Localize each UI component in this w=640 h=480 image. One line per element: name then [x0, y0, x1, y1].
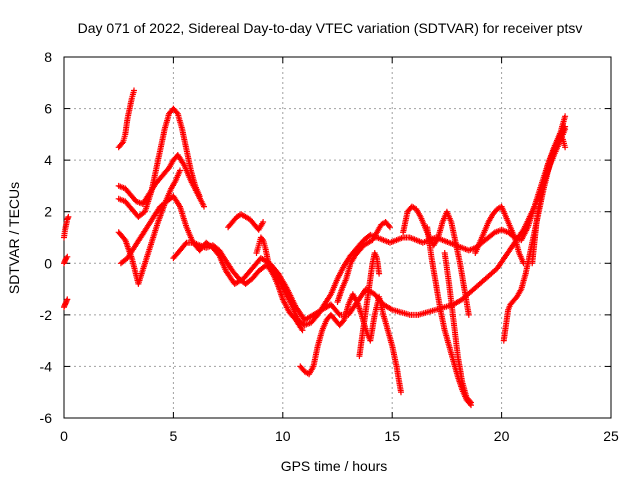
- series-markers: [356, 250, 383, 360]
- series-markers: [253, 234, 306, 334]
- x-tick-label: 20: [494, 428, 510, 444]
- series-markers: [115, 105, 203, 220]
- series-markers: [297, 291, 404, 396]
- y-tick-label: -2: [40, 307, 53, 323]
- y-tick-label: 4: [44, 152, 52, 168]
- y-tick-label: 6: [44, 101, 52, 117]
- y-tick-label: -4: [40, 358, 53, 374]
- grid-lines: [64, 57, 611, 418]
- series-markers: [334, 219, 393, 305]
- series-markers: [61, 296, 71, 311]
- y-tick-label: 0: [44, 255, 52, 271]
- series-arc-13: [334, 219, 393, 305]
- series-markers: [529, 131, 569, 267]
- series-arc-20: [529, 131, 569, 267]
- series-arc-11: [253, 234, 306, 334]
- series-arc-17: [441, 250, 474, 406]
- series-arc-16: [424, 224, 474, 409]
- x-tick-label: 25: [603, 428, 619, 444]
- series-arc-1: [61, 213, 72, 241]
- axis-ticks: [63, 56, 612, 419]
- series-markers: [115, 87, 137, 151]
- series-markers: [61, 213, 72, 241]
- y-tick-label: 2: [44, 204, 52, 220]
- series-arc-14: [356, 250, 383, 360]
- x-axis-label: GPS time / hours: [281, 458, 388, 474]
- series-arc-10: [225, 211, 267, 233]
- series-markers: [400, 203, 472, 318]
- series-arc-6: [115, 105, 203, 220]
- series-arc-18: [472, 203, 527, 267]
- y-tick-labels: -6 -4 -2 0 2 4 6 8: [40, 49, 53, 426]
- series-markers: [424, 224, 474, 409]
- y-tick-label: -6: [40, 410, 53, 426]
- y-tick-label: 8: [44, 49, 52, 65]
- x-tick-label: 15: [384, 428, 400, 444]
- chart-title: Day 071 of 2022, Sidereal Day-to-day VTE…: [78, 20, 583, 36]
- series-markers: [472, 203, 527, 267]
- x-tick-label: 10: [275, 428, 291, 444]
- plot-frame: [63, 56, 612, 419]
- series-arc-12: [297, 291, 404, 396]
- y-axis-label: SDTVAR / TECUs: [6, 182, 22, 294]
- series-markers: [441, 250, 474, 406]
- series-markers: [61, 253, 71, 267]
- series-arc-3: [61, 296, 71, 311]
- x-tick-label: 5: [170, 428, 178, 444]
- x-tick-label: 0: [60, 428, 68, 444]
- series-arc-2: [61, 253, 71, 267]
- series-markers: [225, 211, 267, 233]
- x-tick-labels: 0 5 10 15 20 25: [60, 428, 619, 444]
- series-arc-15: [400, 203, 472, 318]
- series-arc-4: [115, 87, 137, 151]
- data-series: [61, 87, 569, 409]
